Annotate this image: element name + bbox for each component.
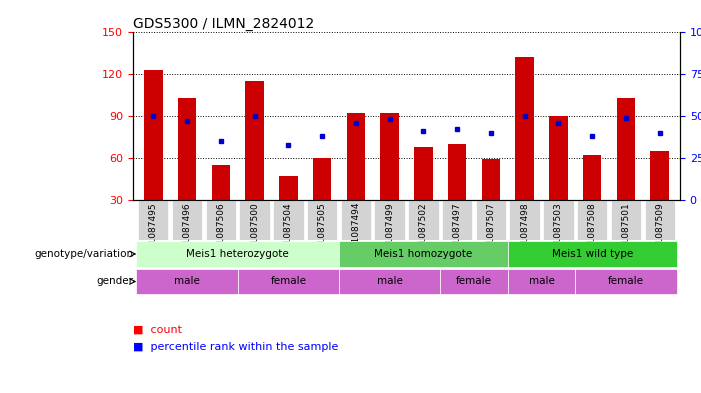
Text: Meis1 wild type: Meis1 wild type bbox=[552, 249, 633, 259]
Bar bbox=[414, 147, 433, 200]
Bar bbox=[307, 200, 337, 240]
Bar bbox=[138, 200, 168, 240]
Bar bbox=[374, 200, 404, 240]
Bar bbox=[313, 158, 332, 200]
Bar bbox=[440, 269, 508, 294]
Bar bbox=[339, 269, 440, 294]
Text: male: male bbox=[529, 277, 554, 286]
Bar bbox=[137, 269, 238, 294]
Bar bbox=[238, 269, 339, 294]
Text: genotype/variation: genotype/variation bbox=[34, 249, 134, 259]
Text: female: female bbox=[456, 277, 492, 286]
Text: GSM1087508: GSM1087508 bbox=[587, 202, 597, 263]
Bar bbox=[611, 200, 641, 240]
Text: GSM1087497: GSM1087497 bbox=[453, 202, 462, 263]
Bar bbox=[515, 57, 534, 200]
Bar bbox=[239, 200, 270, 240]
Text: GSM1087500: GSM1087500 bbox=[250, 202, 259, 263]
Text: female: female bbox=[608, 277, 644, 286]
Text: GSM1087495: GSM1087495 bbox=[149, 202, 158, 263]
Bar bbox=[178, 98, 196, 200]
Bar bbox=[346, 113, 365, 200]
Bar bbox=[576, 269, 676, 294]
Text: GSM1087502: GSM1087502 bbox=[419, 202, 428, 263]
Bar bbox=[137, 241, 339, 266]
Bar bbox=[644, 200, 675, 240]
Text: GSM1087503: GSM1087503 bbox=[554, 202, 563, 263]
Bar bbox=[549, 116, 568, 200]
Text: GSM1087501: GSM1087501 bbox=[622, 202, 630, 263]
Bar bbox=[212, 165, 230, 200]
Text: GSM1087498: GSM1087498 bbox=[520, 202, 529, 263]
Bar bbox=[172, 200, 202, 240]
Text: ■  percentile rank within the sample: ■ percentile rank within the sample bbox=[133, 342, 339, 352]
Bar bbox=[508, 269, 576, 294]
Text: ■  count: ■ count bbox=[133, 325, 182, 335]
Text: GSM1087504: GSM1087504 bbox=[284, 202, 293, 263]
Bar bbox=[279, 176, 298, 200]
Bar bbox=[651, 151, 669, 200]
Text: GSM1087499: GSM1087499 bbox=[385, 202, 394, 263]
Bar bbox=[448, 144, 466, 200]
Bar bbox=[543, 200, 573, 240]
Bar bbox=[245, 81, 264, 200]
Text: GSM1087496: GSM1087496 bbox=[182, 202, 191, 263]
Bar bbox=[508, 241, 676, 266]
Bar bbox=[583, 155, 601, 200]
Bar bbox=[442, 200, 472, 240]
Bar bbox=[482, 160, 501, 200]
Bar bbox=[476, 200, 506, 240]
Text: GSM1087509: GSM1087509 bbox=[655, 202, 665, 263]
Bar bbox=[341, 200, 371, 240]
Bar bbox=[381, 113, 399, 200]
Text: male: male bbox=[174, 277, 200, 286]
Text: female: female bbox=[271, 277, 306, 286]
Bar bbox=[273, 200, 304, 240]
Text: GDS5300 / ILMN_2824012: GDS5300 / ILMN_2824012 bbox=[133, 17, 314, 31]
Text: GSM1087507: GSM1087507 bbox=[486, 202, 496, 263]
Text: male: male bbox=[376, 277, 402, 286]
Text: Meis1 heterozygote: Meis1 heterozygote bbox=[186, 249, 289, 259]
Bar bbox=[510, 200, 540, 240]
Text: GSM1087505: GSM1087505 bbox=[318, 202, 327, 263]
Bar bbox=[205, 200, 236, 240]
Text: gender: gender bbox=[97, 277, 134, 286]
Bar bbox=[144, 70, 163, 200]
Bar bbox=[577, 200, 607, 240]
Text: GSM1087494: GSM1087494 bbox=[351, 202, 360, 263]
Bar bbox=[408, 200, 439, 240]
Bar bbox=[339, 241, 508, 266]
Text: Meis1 homozygote: Meis1 homozygote bbox=[374, 249, 472, 259]
Text: GSM1087506: GSM1087506 bbox=[217, 202, 225, 263]
Bar bbox=[617, 98, 635, 200]
